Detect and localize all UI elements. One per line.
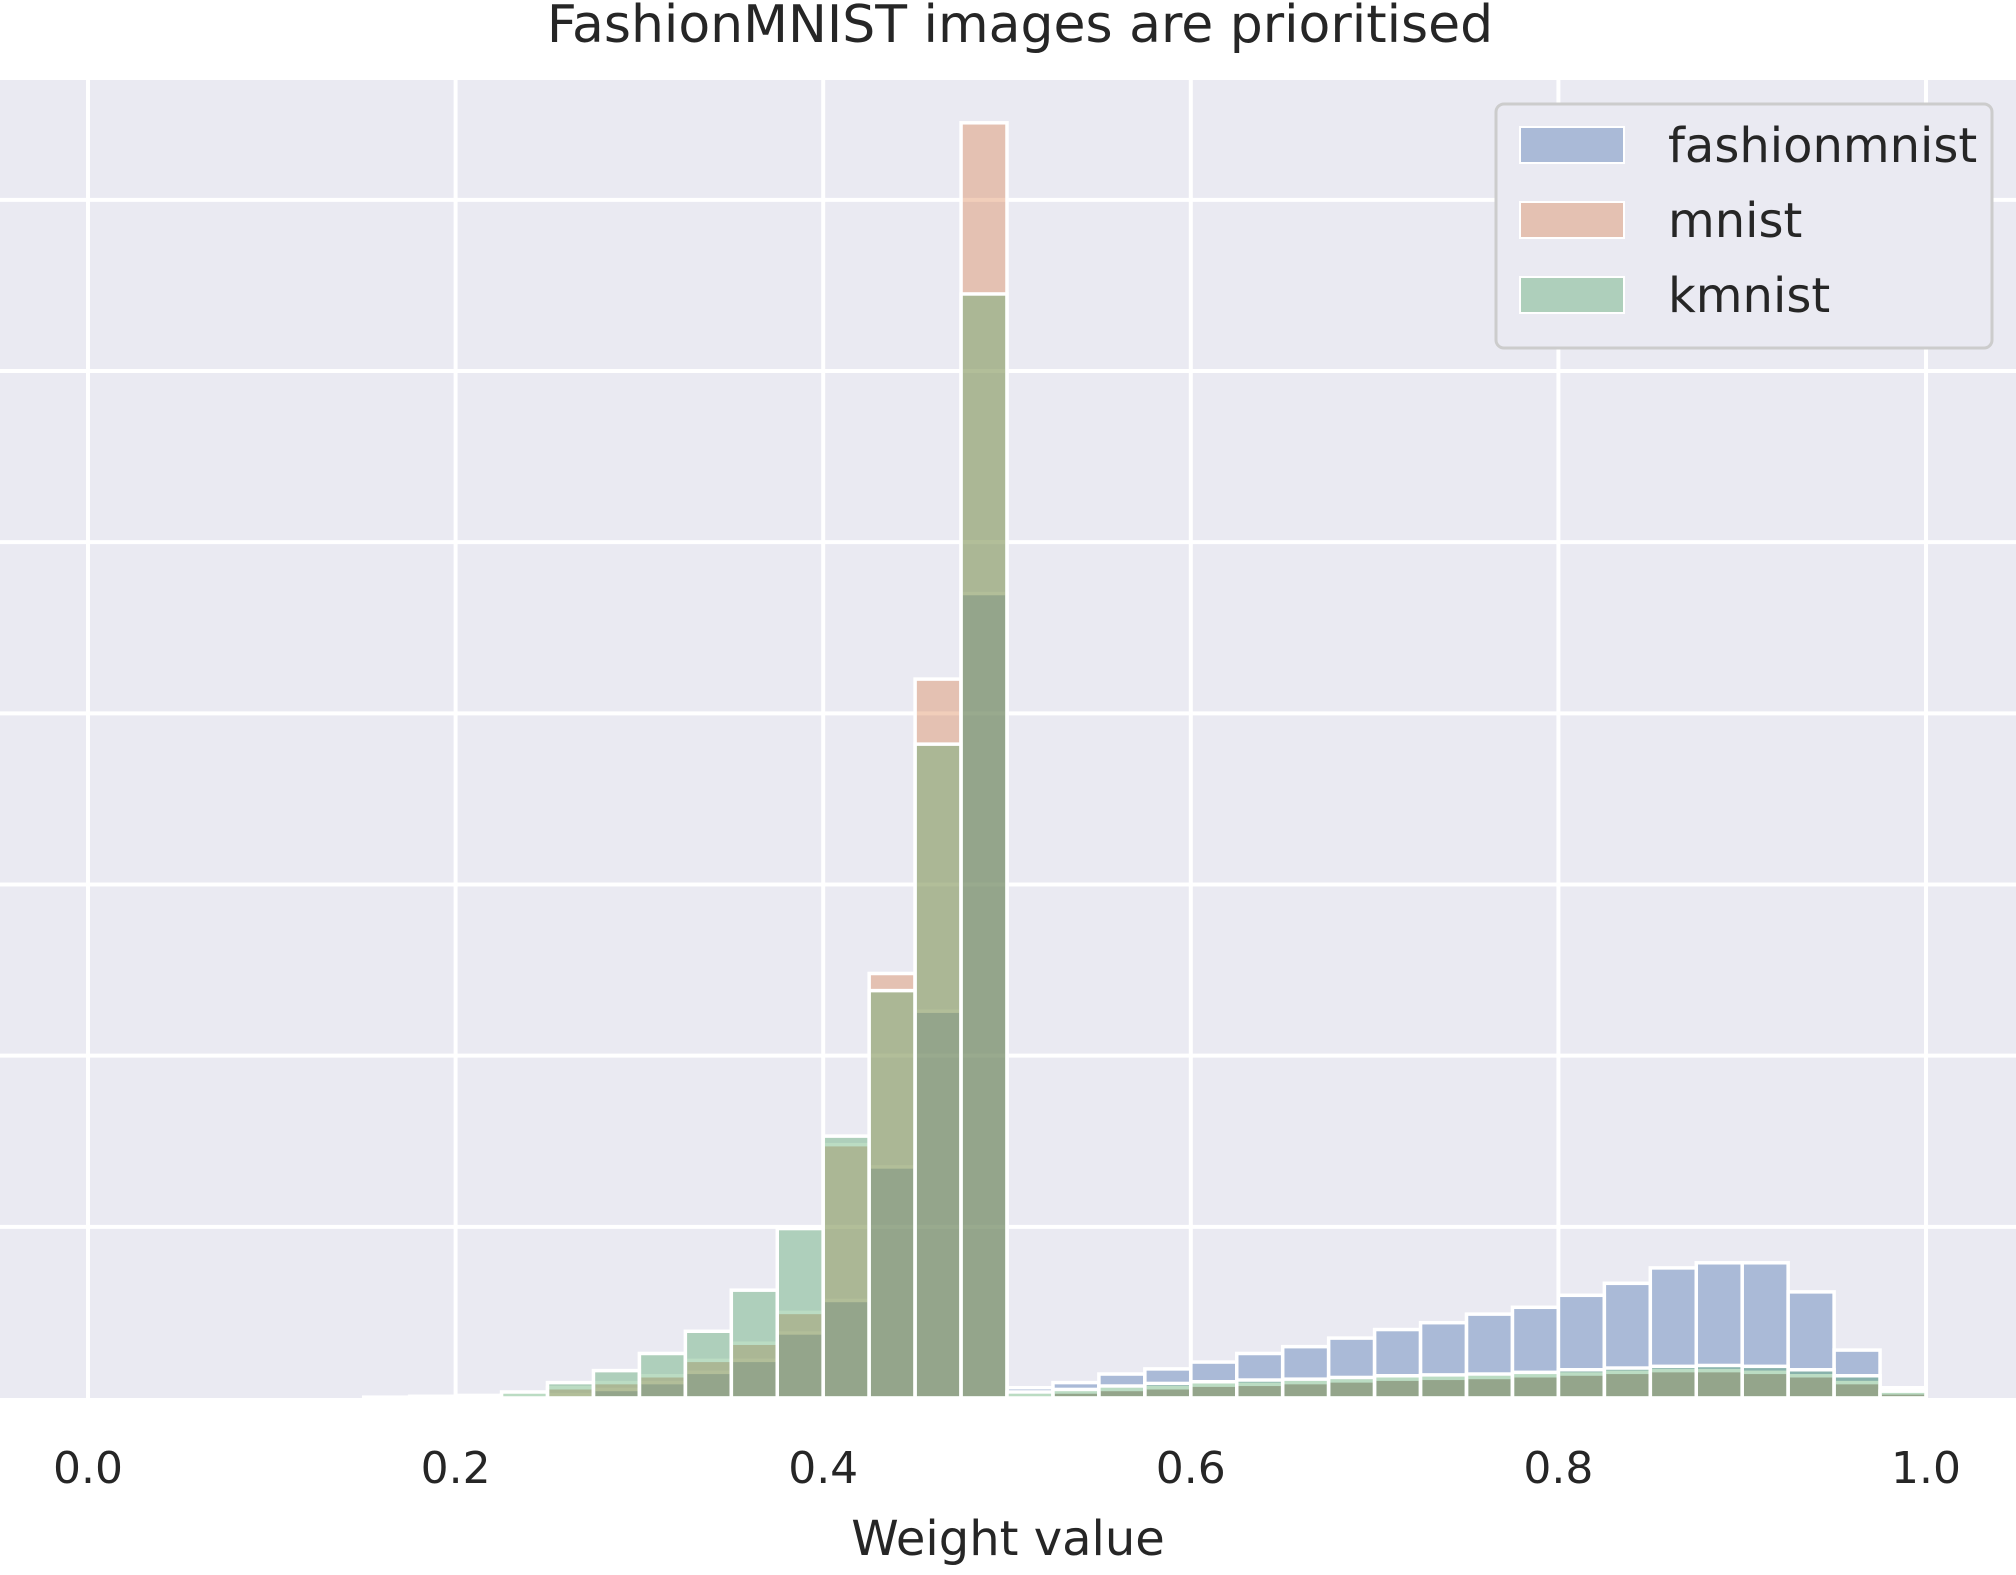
bar-kmnist-13: [683, 1329, 734, 1400]
bar-kmnist-38: [1832, 1373, 1882, 1400]
bar-kmnist-29: [1418, 1373, 1469, 1400]
bar-kmnist-11: [591, 1368, 642, 1400]
bar-mnist-7: [407, 1394, 458, 1400]
bar-kmnist-39: [1878, 1389, 1928, 1400]
bar-kmnist-10: [545, 1380, 596, 1400]
bar-kmnist-23: [1143, 1381, 1193, 1400]
bar-kmnist-9: [499, 1390, 550, 1400]
x-tick-label-0: 0.0: [53, 1443, 123, 1494]
bar-kmnist-31: [1510, 1370, 1561, 1400]
bar-kmnist-30: [1464, 1372, 1515, 1400]
bar-mnist-6: [361, 1395, 412, 1400]
chart-title: FashionMNIST images are prioritised: [547, 0, 1493, 55]
bar-kmnist-24: [1189, 1379, 1239, 1400]
bar-fashionmnist-36: [1740, 1261, 1790, 1400]
bar-kmnist-17: [867, 988, 917, 1400]
bar-kmnist-18: [913, 742, 963, 1400]
x-tick-label-2: 0.4: [788, 1443, 858, 1494]
x-tick-labels: 0.0 0.2 0.4 0.6 0.8 1.0: [53, 1443, 1961, 1494]
bar-kmnist-21: [1051, 1387, 1101, 1400]
x-axis-label: Weight value: [851, 1511, 1165, 1567]
bar-kmnist-27: [1326, 1375, 1377, 1400]
bar-kmnist-22: [1097, 1384, 1147, 1400]
x-tick-label-4: 0.8: [1523, 1443, 1593, 1494]
bar-kmnist-8: [453, 1394, 504, 1400]
x-tick-label-3: 0.6: [1156, 1443, 1226, 1494]
bar-kmnist-36: [1740, 1364, 1790, 1400]
legend-label-fashionmnist: fashionmnist: [1668, 118, 1977, 174]
legend-swatch-mnist: [1519, 201, 1625, 239]
bar-fashionmnist-19: [959, 591, 1009, 1400]
bar-kmnist-33: [1602, 1366, 1653, 1400]
bar-kmnist-14: [729, 1288, 779, 1400]
bar-kmnist-12: [637, 1351, 688, 1400]
bar-kmnist-32: [1556, 1368, 1607, 1400]
bar-kmnist-25: [1235, 1378, 1285, 1400]
legend-frame: [1494, 102, 1994, 350]
legend-label-kmnist: kmnist: [1668, 268, 1830, 324]
bar-mnist-17: [867, 971, 917, 1400]
bar-mnist-19: [959, 121, 1009, 1400]
legend-label-mnist: mnist: [1668, 193, 1802, 249]
legend-swatch-fashionmnist: [1519, 126, 1625, 164]
legend: fashionmnist mnist kmnist: [1494, 102, 1994, 350]
bar-kmnist-37: [1786, 1368, 1836, 1400]
bar-kmnist-20: [1005, 1390, 1055, 1400]
bar-kmnist-35: [1694, 1363, 1744, 1400]
bar-kmnist-34: [1648, 1364, 1699, 1400]
x-tick-label-1: 0.2: [421, 1443, 491, 1494]
series-kmnist: [453, 292, 1928, 1400]
bar-fashionmnist-15: [775, 1331, 825, 1400]
legend-swatch-kmnist: [1519, 276, 1625, 314]
bar-fashionmnist-37: [1786, 1290, 1836, 1400]
bar-kmnist-19: [959, 292, 1009, 1400]
series-fashionmnist: [545, 591, 1928, 1400]
bar-kmnist-16: [821, 1134, 871, 1400]
bars-layer: [361, 121, 1928, 1400]
bar-kmnist-15: [775, 1226, 825, 1400]
bar-fashionmnist-33: [1602, 1281, 1653, 1400]
bar-fashionmnist-31: [1510, 1305, 1561, 1400]
x-tick-label-5: 1.0: [1891, 1443, 1961, 1494]
bar-fashionmnist-28: [1372, 1327, 1423, 1400]
legend-items: fashionmnist mnist kmnist: [1519, 118, 1977, 324]
bar-kmnist-28: [1372, 1373, 1423, 1400]
bar-kmnist-26: [1280, 1377, 1331, 1400]
